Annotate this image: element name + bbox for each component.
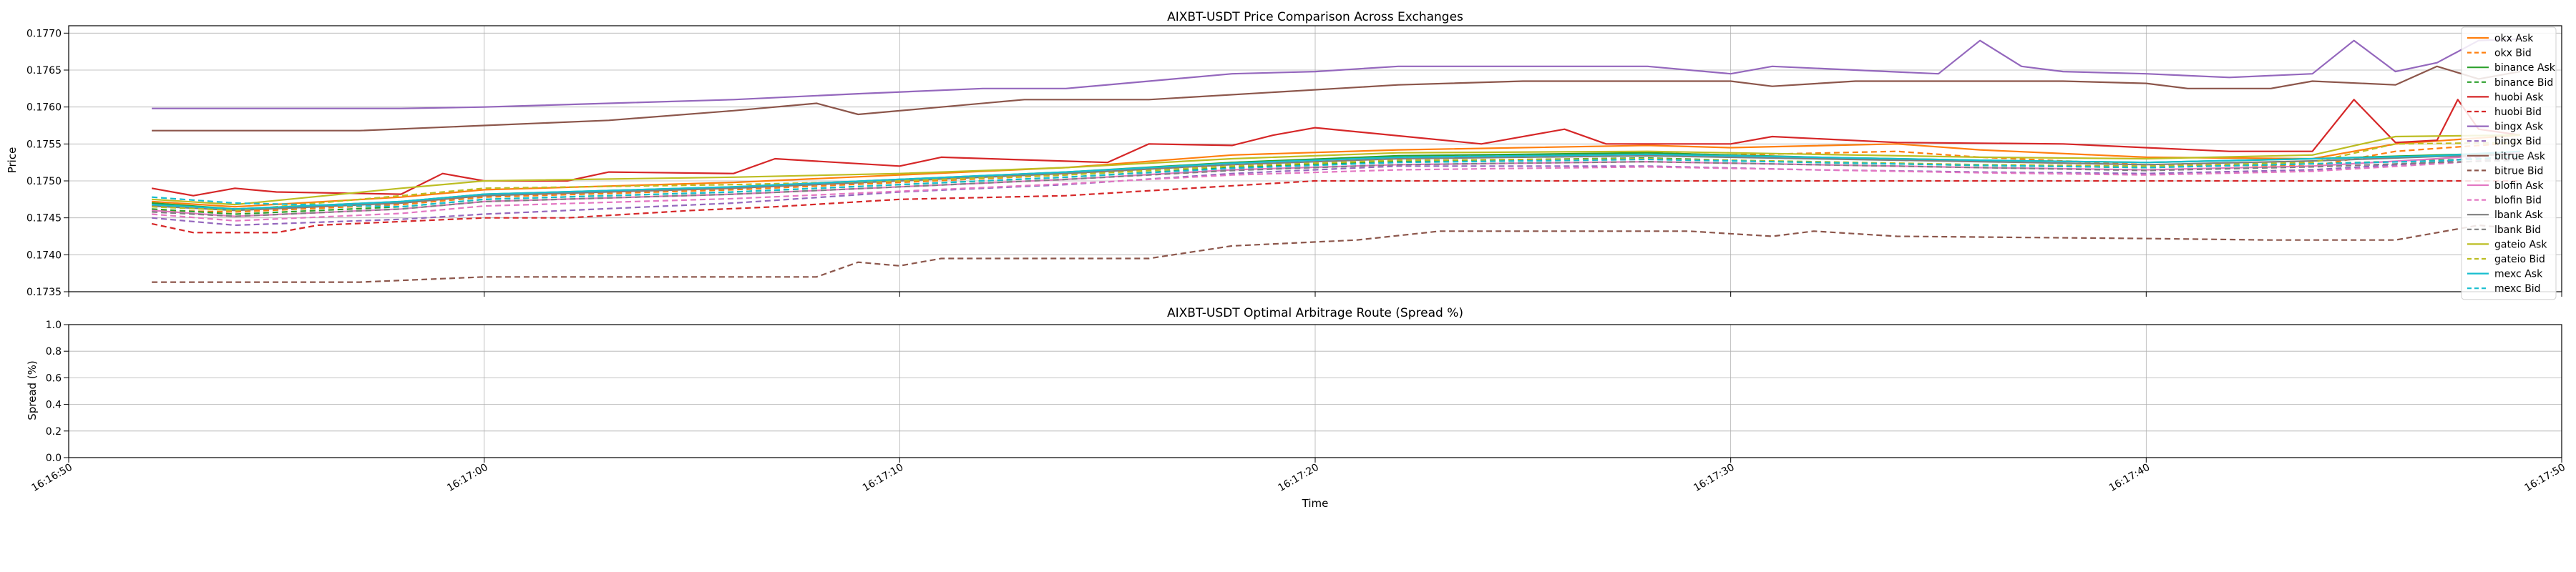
legend-label: bitrue Ask [2494,151,2546,162]
y-tick-label: 0.1750 [26,176,62,187]
series-line-bingx-ask [152,38,2520,109]
y-tick-label: 0.1755 [26,139,62,150]
price-chart-y-ticks: 0.1735 0.1740 0.1745 0.1750 0.1755 0.1760 0.17… [26,28,69,298]
legend-label: blofin Ask [2494,180,2544,192]
y-tick-label: 1.0 [46,320,62,331]
series-line-huobi-ask [151,99,2521,197]
price-chart-series [151,38,2521,283]
legend-label: okx Bid [2494,48,2532,59]
series-line-lbank-ask [152,153,2520,212]
spread-chart-y-label: Spread (%) [26,360,39,420]
y-tick-label: 0.1770 [26,28,62,39]
series-line-huobi-bid [151,179,2520,234]
legend-label: mexc Ask [2494,269,2543,280]
legend-label: bitrue Bid [2494,165,2543,177]
series-line-gateio-bid [152,142,2520,212]
legend-label: binance Ask [2494,62,2556,74]
legend-label: gateio Ask [2494,239,2547,250]
spread-chart-y-ticks: 0.0 0.2 0.4 0.6 0.8 1.0 [46,320,69,464]
y-tick-label: 0.0 [46,453,62,464]
price-chart-y-label: Price [6,147,19,174]
series-line-bingx-bid [152,150,2521,227]
legend-label: binance Bid [2494,77,2553,89]
legend-box [2461,26,2557,300]
legend-label: lbank Bid [2494,225,2541,236]
y-tick-label: 0.2 [46,426,62,438]
price-chart-x-ticks [68,292,2562,297]
legend-label: okx Ask [2494,33,2534,44]
series-line-gateio-ask [152,134,2520,206]
y-tick-label: 0.1760 [26,102,62,114]
legend-label: lbank Ask [2494,209,2544,221]
legend-label: bingx Ask [2494,122,2544,133]
legend-label: bingx Bid [2494,136,2542,147]
legend: okx Ask okx Bid binance Ask binance Bid huob… [2461,26,2557,300]
legend-label: mexc Bid [2494,283,2541,295]
legend-label: huobi Ask [2494,92,2544,103]
y-tick-label: 0.1765 [26,65,62,77]
y-tick-label: 0.1745 [26,213,62,225]
price-chart-title: AIXBT-USDT Price Comparison Across Excha… [1167,10,1463,24]
series-line-mexc-bid [152,155,2520,208]
legend-label: blofin Bid [2494,195,2542,207]
spread-chart-title: AIXBT-USDT Optimal Arbitrage Route (Spre… [1167,306,1463,320]
series-line-lbank-bid [152,159,2520,217]
spread-chart-frame [68,324,2562,458]
legend-label: huobi Bid [2494,107,2542,118]
y-tick-label: 0.1735 [26,287,62,298]
series-line-bitrue-ask [152,65,2521,132]
y-tick-label: 0.1740 [26,250,62,261]
price-chart: AIXBT-USDT Price Comparison Across Excha… [6,10,2562,300]
y-tick-label: 0.8 [46,346,62,358]
spread-chart-x-label: Time [1302,497,1329,510]
series-line-mexc-ask [152,150,2520,210]
price-chart-frame [68,25,2562,292]
y-tick-label: 0.4 [46,400,62,411]
series-line-bitrue-bid [152,224,2520,283]
y-tick-label: 0.6 [46,373,62,384]
series-line-blofin-bid [152,157,2520,222]
legend-label: gateio Bid [2494,254,2545,265]
